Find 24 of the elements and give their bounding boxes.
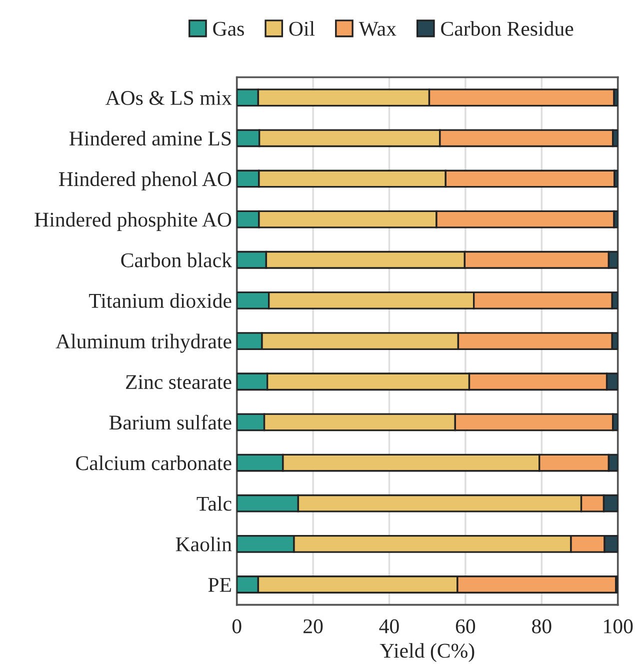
y-tick-label: AOs & LS mix — [105, 90, 232, 106]
x-tick-label: 80 — [532, 619, 552, 634]
y-tick-label: Hindered amine LS — [69, 130, 231, 146]
legend-label: Wax — [358, 22, 396, 36]
y-tick-label: Zinc stearate — [126, 375, 232, 390]
x-tick-label: 20 — [304, 619, 323, 634]
y-tick-label: Carbon black — [121, 252, 232, 268]
y-tick-label: Hindered phenol AO — [59, 172, 232, 190]
x-axis-title: Yield (C%) — [380, 643, 474, 662]
y-tick-label: Barium sulfate — [109, 414, 232, 430]
y-tick-label: Titanium dioxide — [89, 293, 232, 308]
y-tick-label: Aluminum trihydrate — [56, 334, 232, 353]
legend-label: Carbon Residue — [441, 21, 574, 36]
legend-label: Gas — [213, 22, 244, 36]
x-tick-label: 100 — [604, 619, 633, 634]
x-tick-label: 60 — [456, 619, 476, 634]
x-tick-label: 0 — [232, 619, 242, 634]
y-tick-label: Hindered phosphite AO — [34, 212, 232, 231]
y-tick-label: Kaolin — [176, 536, 232, 552]
x-tick-label: 40 — [379, 619, 399, 634]
y-tick-label: PE — [208, 578, 231, 592]
legend-label: Oil — [289, 21, 315, 36]
y-tick-label: Calcium carbonate — [76, 456, 232, 470]
y-tick-label: Talc — [196, 496, 232, 511]
